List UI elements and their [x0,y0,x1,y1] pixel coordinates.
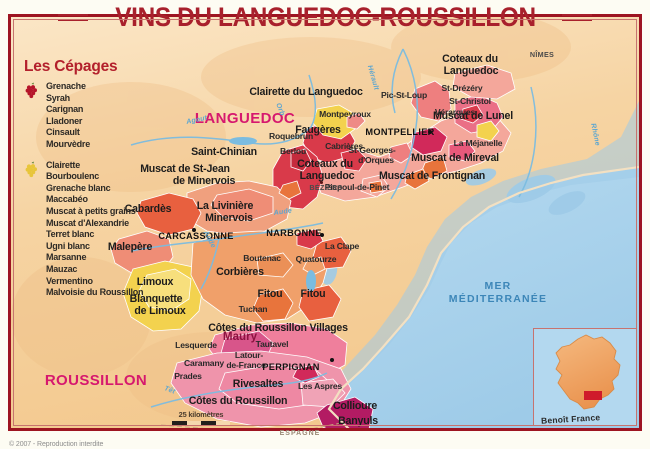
list-item: Vermentino [46,275,93,287]
list-item: Syrah [46,92,70,104]
scale-bar-label: 25 kilomètres [178,410,224,419]
red-grape-list: Grenache Syrah Carignan Lladoner Cinsaul… [46,81,156,151]
country-label-espagne: ESPAGNE [279,430,321,437]
list-item: Maccabéo [46,194,88,206]
france-outline-icon [555,334,621,410]
white-grape-list: Clairette Bourboulenc Grenache blanc Mac… [46,160,156,299]
list-item: Grenache [46,81,86,92]
city-marker-dot [192,228,196,232]
list-item: Grenache blanc [46,182,111,194]
legend-group-white-grapes: Clairette Bourboulenc Grenache blanc Mac… [24,160,156,299]
scale-bar: 25 kilomètres [172,410,230,425]
list-item: Clairette [46,159,80,171]
list-item: Cinsault [46,127,80,139]
city-marker-dot [320,181,323,184]
list-item: Lladoner [46,115,83,127]
legend-heading: Les Cépages [24,58,118,75]
city-marker-dot [320,233,324,237]
list-item: Muscat d'Alexandrie [46,217,129,229]
scale-bar-graphic [172,421,230,425]
red-grape-cluster-icon [24,82,40,99]
list-item: Mauzac [46,263,78,275]
list-item: Terret blanc [46,229,95,241]
list-item: Malvoisie du Roussillon [46,287,144,299]
city-marker-dot [428,130,432,134]
legend-group-red-grapes: Grenache Syrah Carignan Lladoner Cinsaul… [24,81,156,151]
list-item: Mourvèdre [46,138,90,150]
list-item: Ugni blanc [46,240,90,252]
copyright-notice: © 2007 - Reproduction interdite [9,441,104,448]
grape-varieties-legend: Les Cépages Grenache Syrah Carignan Ll [24,58,156,308]
list-item: Carignan [46,104,84,116]
city-marker-dot [330,358,334,362]
list-item: Muscat à petits grains [46,205,136,217]
white-grape-cluster-icon [24,161,40,178]
list-item: Marsanne [46,252,87,264]
france-locator-inset: Benoît France [533,328,637,426]
list-item: Bourboulenc [46,171,100,183]
